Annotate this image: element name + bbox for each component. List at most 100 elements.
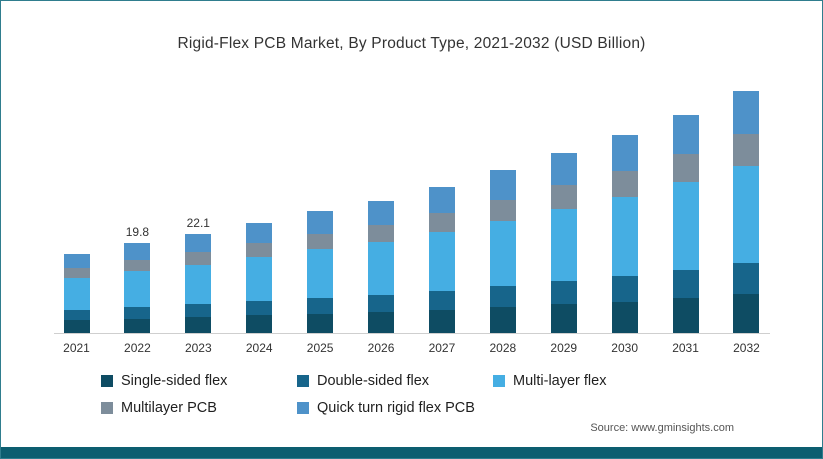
segment-double-sided-flex — [307, 297, 334, 314]
stacked-bar-2030 — [611, 135, 638, 333]
bar-column-2023: 22.1 — [175, 216, 221, 333]
segment-single-sided-flex — [672, 297, 699, 333]
stacked-bar-2029 — [550, 153, 577, 333]
segment-multi-layer-flex — [733, 165, 760, 263]
bar-column-2032 — [723, 73, 769, 333]
segment-quick-turn-rigid-flex-pcb — [489, 170, 516, 200]
bar-column-2031 — [663, 97, 709, 333]
segment-quick-turn-rigid-flex-pcb — [185, 233, 212, 252]
segment-double-sided-flex — [63, 310, 90, 321]
segment-multilayer-pcb — [672, 154, 699, 183]
segment-quick-turn-rigid-flex-pcb — [550, 153, 577, 186]
source-text: Source: www.gminsights.com — [590, 422, 734, 434]
legend-label: Multi-layer flex — [513, 373, 607, 389]
x-axis-label-2025: 2025 — [306, 341, 334, 355]
stacked-bar-2025 — [307, 211, 334, 333]
bar-column-2030 — [602, 117, 648, 333]
segment-double-sided-flex — [611, 275, 638, 302]
segment-multilayer-pcb — [246, 242, 273, 257]
bar-column-2024 — [236, 205, 282, 333]
segment-multi-layer-flex — [672, 182, 699, 270]
segment-multilayer-pcb — [124, 259, 151, 272]
segment-single-sided-flex — [185, 317, 212, 333]
bar-column-2028 — [480, 152, 526, 333]
segment-double-sided-flex — [428, 290, 455, 310]
bar-column-2025 — [297, 193, 343, 333]
bar-value-label: 22.1 — [186, 215, 210, 230]
bottom-accent-bar — [1, 447, 822, 458]
segment-multilayer-pcb — [489, 199, 516, 221]
stacked-bar-2028 — [489, 170, 516, 333]
segment-multilayer-pcb — [611, 170, 638, 197]
legend-label: Quick turn rigid flex PCB — [317, 400, 475, 416]
segment-multilayer-pcb — [428, 213, 455, 233]
legend-swatch-quick-turn-rigid-flex-pcb — [297, 402, 309, 414]
x-axis-label-2028: 2028 — [489, 341, 517, 355]
stacked-bar-2032 — [733, 90, 760, 333]
legend-label: Double-sided flex — [317, 373, 430, 389]
segment-multilayer-pcb — [185, 251, 212, 265]
bar-column-2021 — [54, 236, 100, 333]
segment-multilayer-pcb — [63, 267, 90, 279]
segment-double-sided-flex — [672, 269, 699, 298]
segment-single-sided-flex — [550, 304, 577, 333]
segment-double-sided-flex — [368, 294, 395, 312]
segment-multilayer-pcb — [368, 224, 395, 242]
segment-single-sided-flex — [368, 311, 395, 333]
segment-quick-turn-rigid-flex-pcb — [672, 114, 699, 155]
stacked-bar-2027 — [428, 186, 455, 333]
legend-item-multi-layer-flex: Multi-layer flex — [493, 373, 689, 389]
x-axis-label-2027: 2027 — [428, 341, 456, 355]
stacked-bar-2022 — [124, 243, 151, 333]
x-axis: 2021 2022 2023 2024 2025 2026 2027 2028 2029 2030… — [54, 341, 770, 355]
segment-multi-layer-flex — [611, 196, 638, 276]
segment-multi-layer-flex — [246, 256, 273, 302]
segment-single-sided-flex — [489, 306, 516, 333]
x-axis-label-2022: 2022 — [124, 341, 151, 355]
segment-quick-turn-rigid-flex-pcb — [368, 200, 395, 225]
segment-single-sided-flex — [246, 315, 273, 333]
chart-area: 19.8 22.1 2021 2022 2023 2024 2025 2026 2027 202… — [53, 67, 770, 355]
x-axis-label-2029: 2029 — [550, 341, 578, 355]
legend: Single-sided flex Double-sided flex Multi-… — [101, 373, 751, 416]
legend-swatch-double-sided-flex — [297, 375, 309, 387]
legend-swatch-multilayer-pcb — [101, 402, 113, 414]
segment-double-sided-flex — [550, 280, 577, 305]
x-axis-label-2023: 2023 — [184, 341, 212, 355]
bar-column-2022: 19.8 — [114, 225, 160, 333]
stacked-bar-2031 — [672, 114, 699, 333]
legend-item-double-sided-flex: Double-sided flex — [297, 373, 493, 389]
segment-quick-turn-rigid-flex-pcb — [307, 211, 334, 234]
x-axis-label-2021: 2021 — [63, 341, 90, 355]
segment-multi-layer-flex — [550, 208, 577, 281]
segment-multi-layer-flex — [307, 249, 334, 298]
segment-multilayer-pcb — [307, 233, 334, 250]
segment-double-sided-flex — [489, 285, 516, 307]
segment-multilayer-pcb — [733, 134, 760, 166]
segment-quick-turn-rigid-flex-pcb — [246, 222, 273, 243]
legend-swatch-single-sided-flex — [101, 375, 113, 387]
segment-multi-layer-flex — [63, 278, 90, 311]
stacked-bar-2023 — [185, 233, 212, 333]
segment-quick-turn-rigid-flex-pcb — [733, 90, 760, 135]
segment-quick-turn-rigid-flex-pcb — [611, 135, 638, 171]
segment-single-sided-flex — [307, 313, 334, 333]
segment-quick-turn-rigid-flex-pcb — [63, 253, 90, 268]
plot-area: 19.8 22.1 — [53, 67, 770, 334]
stacked-bar-2021 — [63, 253, 90, 333]
bar-value-label: 19.8 — [125, 225, 150, 240]
segment-quick-turn-rigid-flex-pcb — [124, 243, 151, 260]
stacked-bar-2024 — [246, 222, 273, 333]
legend-label: Multilayer PCB — [121, 400, 217, 416]
segment-multilayer-pcb — [550, 185, 577, 209]
segment-quick-turn-rigid-flex-pcb — [428, 186, 455, 214]
x-axis-label-2026: 2026 — [367, 341, 395, 355]
segment-single-sided-flex — [428, 309, 455, 333]
legend-item-multilayer-pcb: Multilayer PCB — [101, 400, 297, 416]
x-axis-label-2031: 2031 — [672, 341, 699, 355]
legend-swatch-multi-layer-flex — [493, 375, 505, 387]
chart-title: Rigid-Flex PCB Market, By Product Type, … — [177, 35, 646, 52]
segment-double-sided-flex — [733, 262, 760, 295]
segment-single-sided-flex — [63, 320, 90, 333]
